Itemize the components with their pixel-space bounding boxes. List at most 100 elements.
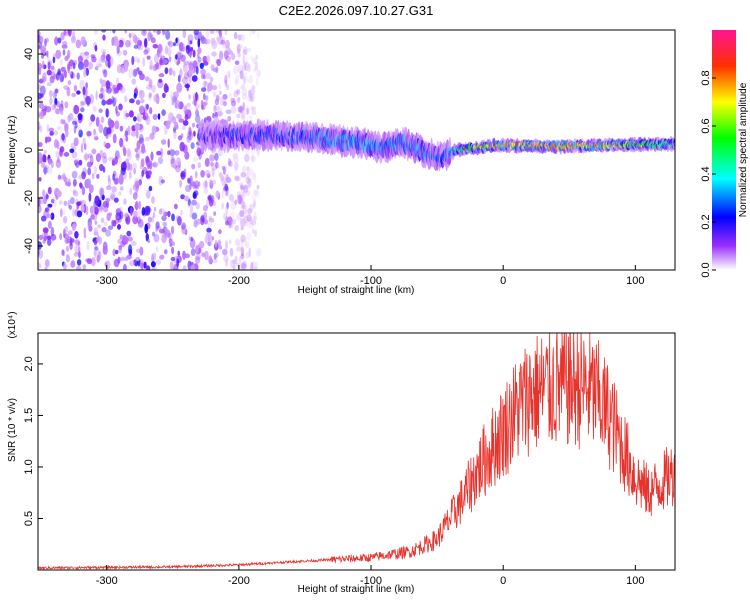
spectrogram-noise-cell xyxy=(81,186,86,196)
spectrogram-noise-cell xyxy=(76,259,82,266)
spectrogram-noise-cell xyxy=(67,63,70,74)
spectrogram-noise-cell xyxy=(233,90,237,98)
spectrogram-noise-cell xyxy=(203,93,206,101)
spectrogram-noise-cell xyxy=(194,32,199,41)
spectrogram-noise-cell xyxy=(212,258,218,264)
spectrogram-noise-cell xyxy=(122,134,126,142)
spectrogram-noise-cell xyxy=(235,238,240,247)
spectrogram-noise-cell xyxy=(189,238,196,249)
spectrogram-noise-cell xyxy=(99,149,104,159)
spectrogram-noise-cell xyxy=(105,108,109,118)
spectrogram-noise-cell xyxy=(76,210,83,218)
spectrogram-noise-cell xyxy=(93,136,99,141)
spectrogram-noise-cell xyxy=(52,196,55,203)
spectrogram-noise-cell xyxy=(187,198,191,206)
spectrogram-noise-cell xyxy=(187,130,194,141)
spectrogram-noise-cell xyxy=(172,70,176,77)
spectrogram-noise-cell xyxy=(247,47,252,52)
spectrogram-noise-cell xyxy=(54,91,58,97)
spectrogram-noise-cell xyxy=(138,105,145,114)
spectrogram-noise-cell xyxy=(64,226,69,233)
spectrogram-noise-cell xyxy=(107,98,113,105)
spectrogram-noise-cell xyxy=(120,167,126,176)
spectrogram-noise-cell xyxy=(242,76,246,85)
spectrogram-noise-cell xyxy=(195,218,202,225)
spectrogram-noise-cell xyxy=(236,97,241,104)
spectrogram-noise-cell xyxy=(237,194,243,205)
spectrogram-noise-cell xyxy=(129,206,133,216)
spectrogram-noise-cell xyxy=(110,191,116,200)
spectrogram-noise-cell xyxy=(138,200,142,210)
spectrogram-noise-cell xyxy=(83,69,87,78)
spectrogram-noise-cell xyxy=(249,93,255,103)
spectrogram-noise-cell xyxy=(106,86,112,94)
spectrogram-noise-cell xyxy=(97,63,103,68)
spectrogram-noise-cell xyxy=(210,161,214,167)
spectrogram-noise-cell xyxy=(235,213,241,221)
spectrogram-noise-cell xyxy=(184,195,189,202)
spectrogram-noise-cell xyxy=(179,141,185,152)
spectrogram-noise-cell xyxy=(57,156,60,163)
spectrogram-noise-cell xyxy=(170,157,176,168)
spectrogram-noise-cell xyxy=(211,163,218,171)
spectrogram-noise-cell xyxy=(210,64,215,71)
spectrogram-noise-cell xyxy=(200,170,205,178)
spectrogram-noise-cell xyxy=(225,258,229,268)
spectrogram-noise-cell xyxy=(163,83,169,94)
spectrogram-noise-cell xyxy=(119,173,122,182)
spectrogram-noise-cell xyxy=(56,190,62,198)
spectrogram-noise-cell xyxy=(94,30,98,35)
spectrogram-noise-cell xyxy=(76,201,81,207)
colorbar-tick-label: 0.6 xyxy=(700,118,712,133)
spectrogram-noise-cell xyxy=(148,185,153,192)
spectrogram-noise-cell xyxy=(115,111,120,117)
spectrogram-noise-cell xyxy=(47,61,51,70)
spectrogram-noise-cell xyxy=(188,94,191,100)
x-tick-label: -200 xyxy=(228,575,250,587)
spectrogram-noise-cell xyxy=(56,140,60,150)
x-tick-label: -100 xyxy=(360,275,382,287)
spectrogram-noise-cell xyxy=(115,249,119,255)
spectrogram-noise-cell xyxy=(230,106,237,114)
spectrogram-noise-cell xyxy=(129,260,135,267)
spectrogram-noise-cell xyxy=(158,175,164,186)
spectrogram-noise-cell xyxy=(159,254,165,260)
spectrogram-noise-cell xyxy=(229,194,235,203)
spectrogram-noise-cell xyxy=(127,152,132,161)
spectrogram-noise-cell xyxy=(78,129,83,138)
spectrogram-noise-cell xyxy=(102,34,106,41)
spectrogram-noise-cell xyxy=(145,155,150,163)
spectrogram-noise-cell xyxy=(180,194,186,200)
spectrogram-noise-cell xyxy=(246,165,250,172)
spectrogram-noise-cell xyxy=(155,259,162,265)
spectrogram-noise-cell xyxy=(187,126,192,136)
spectrogram-noise-cell xyxy=(186,135,191,143)
spectrogram-noise-cell xyxy=(152,113,158,121)
spectrogram-noise-cell xyxy=(228,160,232,167)
spectrogram-noise-cell xyxy=(38,197,41,207)
spectrogram-noise-cell xyxy=(164,45,169,55)
spectrogram-noise-cell xyxy=(71,223,76,231)
spectrogram-noise-cell xyxy=(112,84,118,95)
spectrogram-noise-cell xyxy=(199,62,204,69)
spectrogram-noise-cell xyxy=(186,76,192,86)
spectrogram-noise-cell xyxy=(251,156,257,162)
spectrogram-noise-cell xyxy=(94,66,99,71)
spectrogram-noise-cell xyxy=(153,206,157,212)
y-tick-label: 1.5 xyxy=(23,408,35,423)
spectrogram-noise-cell xyxy=(240,112,245,119)
snr-y-label: SNR (10 * v/v) xyxy=(7,398,18,462)
spectrogram-noise-cell xyxy=(105,198,111,202)
spectrogram-noise-cell xyxy=(196,54,199,62)
spectrogram-noise-cell xyxy=(126,149,131,156)
spectrogram-noise-cell xyxy=(205,30,210,38)
spectrogram-noise-cell xyxy=(229,92,232,99)
spectrogram-noise-cell xyxy=(102,69,106,74)
spectrogram-noise-cell xyxy=(177,250,181,256)
spectrogram-noise-cell xyxy=(221,202,224,210)
spectrogram-noise-cell xyxy=(62,210,66,215)
colorbar-label: Normalized spectral amplitude xyxy=(738,82,749,217)
spectrogram-noise-cell xyxy=(77,113,83,121)
spectrogram-noise-cell xyxy=(46,167,53,174)
spectrogram-noise-cell xyxy=(215,66,219,74)
